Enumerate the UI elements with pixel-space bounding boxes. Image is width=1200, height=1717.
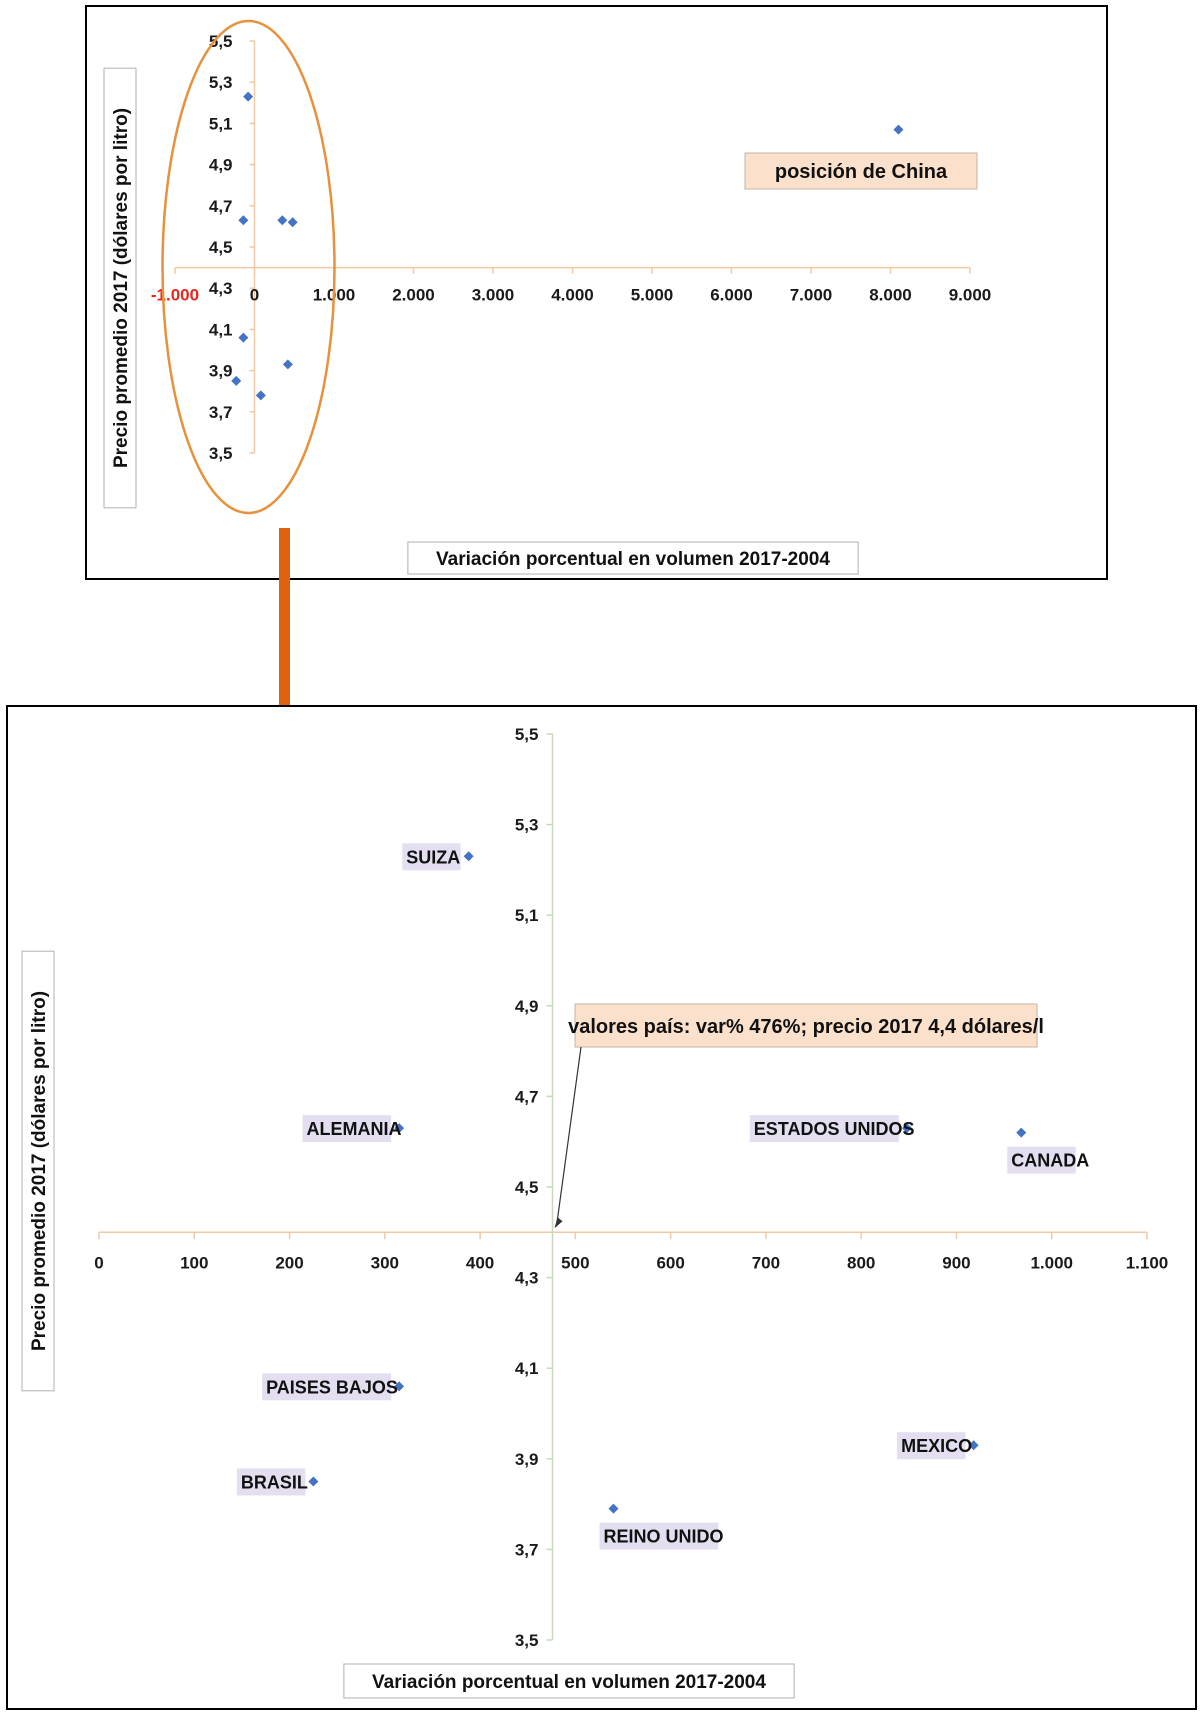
y-tick-label: 4,3 xyxy=(209,279,233,298)
x-tick-label: 0 xyxy=(94,1253,103,1272)
x-axis-title: Variación porcentual en volumen 2017-200… xyxy=(436,549,830,570)
x-axis-title: Variación porcentual en volumen 2017-200… xyxy=(372,1672,766,1693)
label-box-reino-unido xyxy=(599,1522,719,1550)
data-point-estados-unidos xyxy=(901,1123,912,1134)
x-tick-label: 300 xyxy=(371,1253,399,1272)
x-tick-label: 400 xyxy=(466,1253,494,1272)
y-tick-label: 4,5 xyxy=(515,1178,539,1197)
x-tick-label: 1.000 xyxy=(1030,1253,1073,1272)
data-point xyxy=(255,390,266,401)
y-tick-label: 4,5 xyxy=(209,238,233,257)
y-tick-label: 4,9 xyxy=(515,997,539,1016)
y-tick-label: 4,9 xyxy=(209,156,233,175)
y-tick-label: 5,3 xyxy=(209,73,233,92)
label-box-suiza xyxy=(402,843,461,871)
x-tick-label: 5.000 xyxy=(631,286,674,305)
china-annotation: posición de China xyxy=(775,161,948,183)
x-tick-label: 600 xyxy=(656,1253,684,1272)
data-point-alemania xyxy=(394,1123,405,1134)
y-axis-title: Precio promedio 2017 (dólares por litro) xyxy=(111,108,132,468)
label-box-paises-bajos xyxy=(262,1373,392,1401)
reference-callout-box xyxy=(574,1003,1038,1048)
label-paises-bajos: PAISES BAJOS xyxy=(266,1377,398,1397)
data-point-brasil xyxy=(308,1476,319,1487)
y-tick-label: 4,1 xyxy=(515,1359,539,1378)
x-tick-label: 6.000 xyxy=(710,286,753,305)
y-tick-label: 3,7 xyxy=(515,1540,539,1559)
callout-arrowhead xyxy=(554,1217,563,1229)
china-annotation-box xyxy=(744,152,978,190)
data-point-canada xyxy=(1016,1127,1027,1138)
x-tick-label: -1.000 xyxy=(151,286,199,305)
detail-scatter-chart: 0 100 200 300 400 500 600 700 800 900 1.000 1.100 3,… xyxy=(21,725,1169,1699)
reference-callout: valores país: var% 476%; precio 2017 4,4… xyxy=(568,1016,1044,1038)
y-tick-label: 4,1 xyxy=(209,320,233,339)
data-point xyxy=(238,215,249,226)
data-point-paises-bajos xyxy=(394,1381,405,1392)
overview-scatter-chart: -1.000 0 1.000 2.000 3.000 4.000 5.000 6.000 7.0… xyxy=(103,19,992,575)
data-point-mexico xyxy=(968,1440,979,1451)
x-tick-label: 800 xyxy=(847,1253,875,1272)
overview-chart-panel: -1.000 0 1.000 2.000 3.000 4.000 5.000 6.000 7.0… xyxy=(85,5,1108,580)
y-tick-label: 4,3 xyxy=(515,1269,539,1288)
x-tick-label: 4.000 xyxy=(551,286,594,305)
data-point xyxy=(287,217,298,228)
data-point xyxy=(277,215,288,226)
y-axis-title-box xyxy=(103,67,137,509)
y-axis-title-box xyxy=(21,950,55,1392)
highlight-ellipse xyxy=(161,19,336,515)
x-tick-label: 700 xyxy=(752,1253,780,1272)
x-tick-label: 9.000 xyxy=(949,286,992,305)
y-tick-label: 3,7 xyxy=(209,403,233,422)
x-axis-title-box xyxy=(407,541,859,575)
y-tick-label: 5,1 xyxy=(209,114,233,133)
data-point xyxy=(231,375,242,386)
y-tick-label: 3,9 xyxy=(209,362,233,381)
x-tick-label: 1.100 xyxy=(1126,1253,1169,1272)
data-point xyxy=(893,124,904,135)
y-tick-label: 3,5 xyxy=(209,444,233,463)
y-tick-label: 3,9 xyxy=(515,1450,539,1469)
y-axis-title: Precio promedio 2017 (dólares por litro) xyxy=(29,991,50,1351)
data-point-reino-unido xyxy=(608,1503,619,1514)
detail-chart-panel: 0 100 200 300 400 500 600 700 800 900 1.000 1.100 3,… xyxy=(6,705,1197,1710)
x-axis-title-box xyxy=(343,1663,795,1699)
y-axis-title-group: Precio promedio 2017 (dólares por litro) xyxy=(103,67,137,509)
y-tick-label: 5,5 xyxy=(515,725,539,744)
label-box-estados-unidos xyxy=(749,1115,899,1143)
y-tick-label: 5,3 xyxy=(515,816,539,835)
label-estados-unidos: ESTADOS UNIDOS xyxy=(754,1119,915,1139)
y-tick-label: 5,5 xyxy=(209,32,233,51)
label-box-alemania xyxy=(302,1115,392,1143)
data-point xyxy=(243,91,254,102)
y-tick-label: 5,1 xyxy=(515,906,539,925)
y-axis-title-group: Precio promedio 2017 (dólares por litro) xyxy=(21,950,55,1392)
x-tick-label: 500 xyxy=(561,1253,589,1272)
x-tick-label: 3.000 xyxy=(472,286,515,305)
x-tick-label: 2.000 xyxy=(392,286,435,305)
y-tick-label: 3,5 xyxy=(515,1631,539,1650)
label-reino-unido: REINO UNIDO xyxy=(603,1527,723,1547)
x-tick-label: 7.000 xyxy=(790,286,833,305)
data-point-suiza xyxy=(463,851,474,862)
x-tick-label: 8.000 xyxy=(869,286,912,305)
label-suiza: SUIZA xyxy=(406,847,460,867)
label-box-canada xyxy=(1007,1146,1076,1174)
label-alemania: ALEMANIA xyxy=(306,1119,401,1139)
x-tick-label: 0 xyxy=(250,286,259,305)
data-point xyxy=(238,332,249,343)
label-brasil: BRASIL xyxy=(241,1472,308,1492)
label-mexico: MEXICO xyxy=(901,1436,972,1456)
y-tick-label: 4,7 xyxy=(515,1087,539,1106)
x-tick-label: 100 xyxy=(180,1253,208,1272)
data-point xyxy=(282,359,293,370)
y-tick-label: 4,7 xyxy=(209,197,233,216)
label-box-mexico xyxy=(897,1432,966,1460)
label-canada: CANADA xyxy=(1011,1151,1089,1171)
label-box-brasil xyxy=(236,1468,306,1496)
x-tick-label: 200 xyxy=(275,1253,303,1272)
callout-leader-line xyxy=(555,1046,582,1227)
x-tick-label: 900 xyxy=(942,1253,970,1272)
